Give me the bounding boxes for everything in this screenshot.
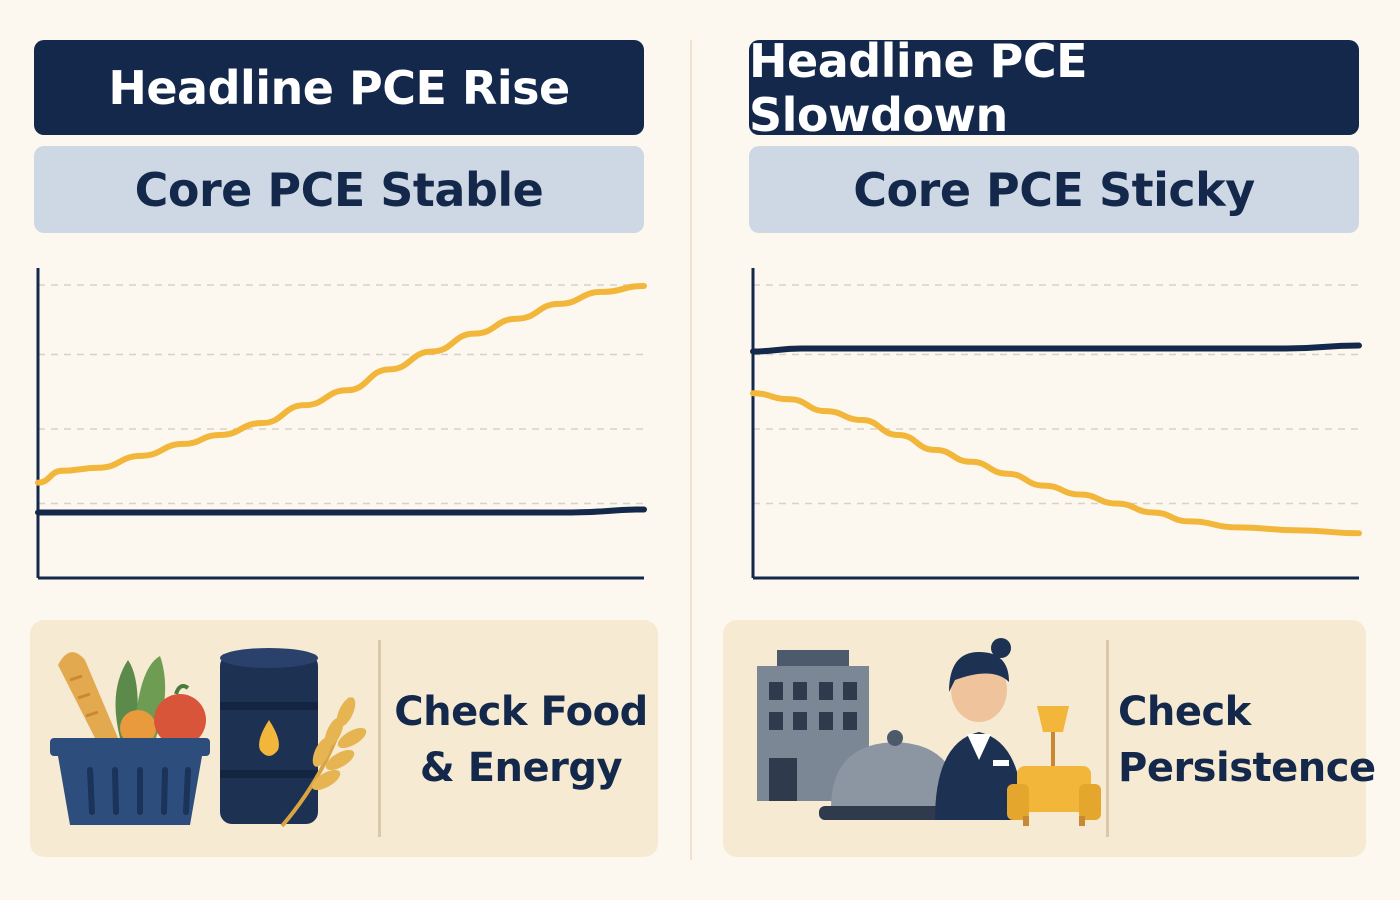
right-check-card: Check Persistence — [723, 620, 1376, 857]
left-subtitle-bar: Core PCE Stable — [34, 146, 644, 233]
lamp-icon — [1037, 706, 1069, 771]
series-line-0 — [35, 282, 647, 486]
vegetables-icon — [115, 656, 206, 746]
left-card-line1: Check Food — [394, 689, 648, 735]
right-subtitle: Core PCE Sticky — [853, 162, 1255, 217]
left-title-bar: Headline PCE Rise — [34, 40, 644, 135]
left-title: Headline PCE Rise — [108, 60, 570, 115]
panel-divider — [690, 40, 692, 860]
left-card-line2: & Energy — [419, 745, 623, 791]
right-card-separator — [1106, 640, 1109, 837]
wheat-icon — [280, 697, 367, 828]
right-panel: Headline PCE Slowdown Core PCE Sticky — [723, 0, 1385, 900]
armchair-icon — [1007, 766, 1101, 826]
left-card-icons — [50, 648, 367, 828]
right-card-line2: Persistence — [1118, 745, 1376, 791]
right-card-line1: Check — [1118, 689, 1251, 735]
right-title: Headline PCE Slowdown — [749, 33, 1088, 142]
left-check-card: Check Food & Energy — [30, 620, 658, 857]
left-card-label: Check Food & Energy — [392, 670, 650, 810]
series-line-1 — [750, 390, 1362, 537]
right-title-bar: Headline PCE Slowdown — [749, 34, 1359, 142]
left-subtitle: Core PCE Stable — [134, 162, 544, 217]
cloche-icon — [819, 730, 959, 820]
right-line-chart — [750, 268, 1362, 580]
left-panel: Headline PCE Rise Core PCE Stable — [30, 0, 670, 900]
right-card-label: Check Persistence — [1118, 670, 1376, 810]
basket-icon — [50, 738, 210, 825]
bread-icon — [58, 652, 118, 746]
series-line-1 — [35, 506, 647, 516]
left-line-chart — [35, 268, 647, 580]
right-subtitle-bar: Core PCE Sticky — [749, 146, 1359, 233]
oil-barrel-icon — [220, 648, 318, 824]
left-card-separator — [378, 640, 381, 837]
series-line-0 — [750, 342, 1362, 355]
right-card-icons — [757, 638, 1101, 826]
service-worker-icon — [935, 638, 1023, 820]
